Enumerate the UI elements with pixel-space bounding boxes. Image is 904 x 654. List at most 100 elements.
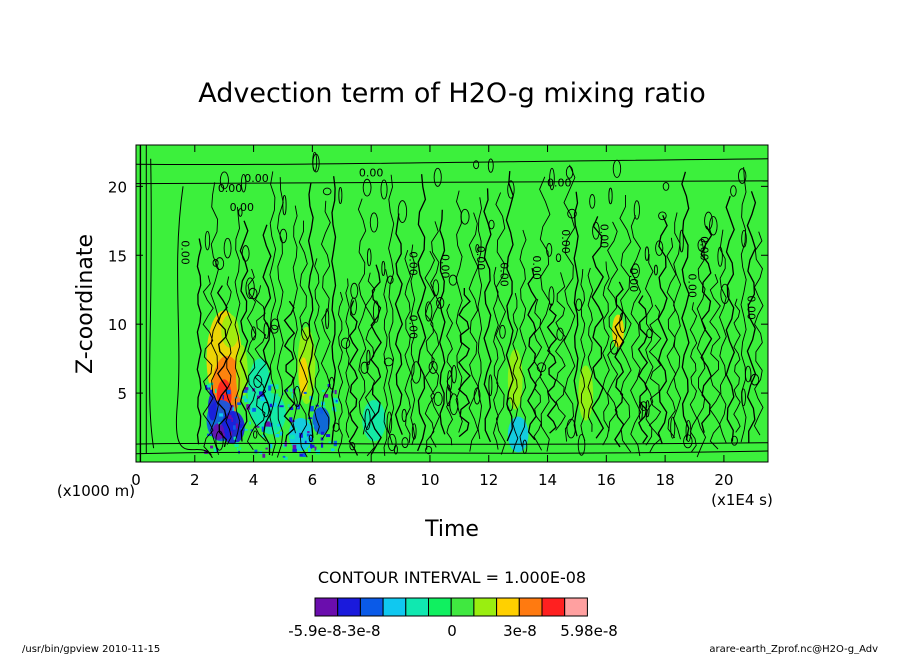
contour-cell — [308, 434, 313, 443]
contour-cell — [683, 434, 693, 449]
contour-cell — [338, 186, 343, 204]
contour-line — [629, 215, 642, 457]
contour-line — [439, 209, 446, 435]
contour-line — [725, 195, 736, 442]
field-speck — [236, 447, 239, 451]
x-tick-label: 10 — [420, 471, 439, 489]
contour-label: 0.00 — [547, 176, 572, 189]
contour-line — [320, 200, 331, 440]
field-speck — [333, 398, 337, 401]
contour-cell — [312, 153, 320, 173]
contour-cell — [397, 200, 408, 223]
contour-cell — [612, 159, 622, 178]
contour-cell — [432, 279, 440, 297]
contour-cell — [245, 277, 255, 299]
field-speck — [268, 422, 273, 427]
field-speck — [252, 407, 256, 412]
contour-cell — [369, 212, 379, 233]
colorbar-swatch — [337, 597, 361, 617]
field-speck — [241, 395, 247, 400]
contour-line — [175, 186, 213, 459]
field-speck — [335, 399, 338, 403]
field-speck — [268, 385, 272, 391]
field-speck — [269, 403, 273, 408]
field-speck — [227, 414, 232, 419]
contour-line — [733, 298, 741, 433]
field-speck — [327, 383, 331, 387]
contour-cell — [566, 418, 576, 439]
field-speck — [279, 405, 284, 408]
contour-cell — [549, 167, 555, 191]
contour-cell — [215, 430, 224, 451]
field-speck — [276, 423, 281, 427]
field-anomaly — [208, 393, 217, 421]
field-speck — [239, 447, 242, 450]
contour-line — [210, 182, 220, 455]
y-tick-label: 20 — [108, 178, 127, 196]
contour-label: 0.00 — [439, 254, 452, 279]
contour-cell — [646, 328, 653, 339]
contour-cell — [575, 298, 583, 311]
plot-background — [136, 145, 768, 462]
contour-line — [383, 269, 388, 456]
field-speck — [306, 420, 311, 423]
contour-cell — [608, 187, 613, 205]
contour-cell — [262, 401, 270, 418]
field-speck — [265, 421, 270, 427]
contour-cell — [293, 385, 301, 408]
contour-line — [657, 214, 668, 444]
colorbar-swatch — [428, 597, 452, 617]
field-speck — [261, 434, 267, 438]
field-anomaly — [362, 399, 386, 442]
field-speck — [274, 393, 279, 396]
contour-label: 0.00 — [244, 172, 269, 185]
colorbar-swatch — [473, 597, 498, 617]
field-speck — [291, 393, 294, 399]
field-speck — [321, 406, 326, 408]
contour-cell — [270, 318, 280, 331]
y-axis-label: Z-coordinate — [73, 234, 98, 374]
field-anomaly — [312, 406, 331, 435]
contour-cell — [679, 229, 684, 253]
contour-label: 0.00 — [686, 273, 699, 298]
field-speck — [250, 429, 254, 432]
contour-cell — [340, 337, 351, 349]
contour-cell — [592, 221, 600, 240]
contour-line — [331, 176, 337, 444]
field-speck — [231, 417, 234, 422]
contour-cell — [658, 211, 667, 221]
field-speck — [222, 394, 225, 400]
contour-cell — [488, 219, 495, 230]
field-speck — [325, 434, 331, 438]
contour-label: 0.00 — [627, 268, 640, 293]
field-speck — [262, 453, 266, 458]
contour-label: 0.00 — [597, 224, 610, 249]
contour-cell — [360, 361, 369, 374]
field-speck — [261, 426, 265, 432]
contour-cell — [253, 430, 258, 439]
contour-line — [337, 291, 344, 458]
field-speck — [312, 444, 315, 448]
x-tick-label: 2 — [190, 471, 200, 489]
field-speck — [317, 408, 320, 411]
contour-label: 0.00 — [230, 201, 255, 214]
contour-label: 0.00 — [179, 240, 192, 264]
contour-line — [216, 285, 228, 448]
contour-line — [404, 249, 412, 443]
contour-cell — [240, 174, 247, 193]
contour-line — [410, 244, 416, 446]
colorbar-label: -5.9e-8 — [288, 622, 341, 640]
contour-cell — [631, 263, 640, 279]
colorbar-swatch — [450, 597, 475, 617]
field-speck — [289, 407, 294, 411]
contour-line — [292, 205, 298, 434]
contour-cell — [446, 384, 451, 407]
field-speck — [296, 406, 299, 409]
field-speck — [289, 417, 293, 423]
field-speck — [237, 402, 242, 406]
contour-cell — [638, 401, 643, 421]
contour-line — [700, 225, 713, 433]
contour-cell — [387, 275, 394, 284]
contour-interval-text: CONTOUR INTERVAL = 1.000E-08 — [318, 568, 586, 587]
